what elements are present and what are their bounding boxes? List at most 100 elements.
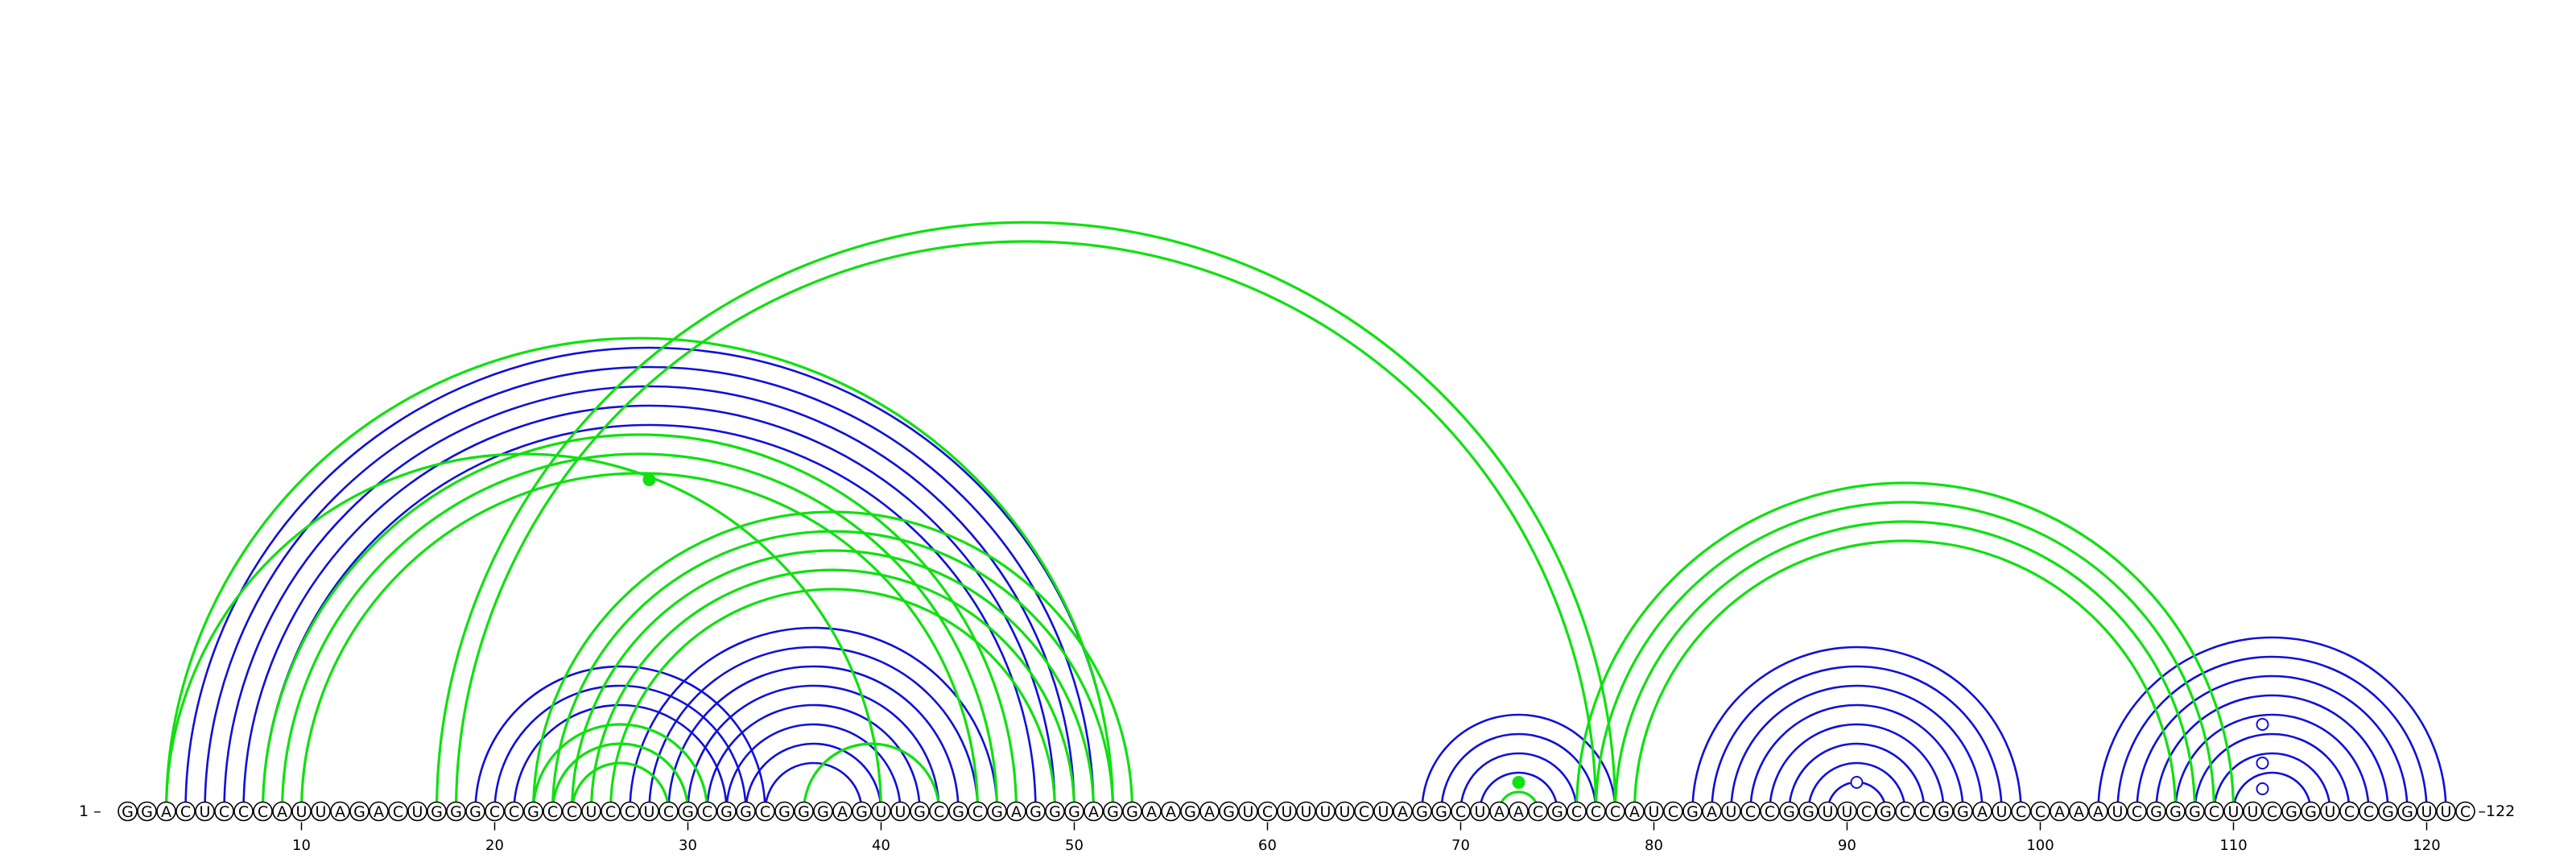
- nucleotide-circle: [929, 801, 949, 822]
- nucleotide-letter: G: [720, 803, 733, 821]
- nucleotide-letter: A: [1494, 803, 1505, 821]
- nucleotide-letter: U: [1282, 803, 1293, 821]
- nucleotide-circle: [2011, 801, 2031, 822]
- nucleotide-letter: A: [1166, 803, 1176, 821]
- nucleotide-circle: [890, 801, 910, 822]
- nucleotide-circle: [1180, 801, 1200, 822]
- nucleotide-circle: [871, 801, 891, 822]
- nucleotide-letter: C: [1861, 803, 1872, 821]
- tick-label: 60: [1258, 837, 1277, 854]
- nucleotide-letter: C: [625, 803, 635, 821]
- structure-b-arc: [531, 723, 709, 812]
- nucleotide-letter: A: [1513, 803, 1524, 821]
- structure-a-arc: [1440, 732, 1597, 812]
- structure-a-arc: [1769, 723, 1945, 812]
- nucleotide-circle: [1760, 801, 1780, 822]
- nucleotide-circle: [2301, 801, 2321, 822]
- filled-marker: [642, 473, 656, 486]
- nucleotide-letter: A: [1088, 803, 1099, 821]
- nucleotide-letter: U: [2112, 803, 2124, 821]
- nucleotide-letter: U: [586, 803, 597, 821]
- structure-a-arc: [2116, 655, 2428, 812]
- nucleotide-circle: [948, 801, 968, 822]
- nucleotide-circle: [1509, 801, 1529, 822]
- nucleotide-circle: [2436, 801, 2456, 822]
- structure-b-arc: [164, 336, 1115, 812]
- nucleotide-letter: C: [2344, 803, 2355, 821]
- nucleotide-letter: C: [972, 803, 983, 821]
- nucleotide-circle: [1605, 801, 1625, 822]
- tick-label: 110: [2219, 837, 2247, 854]
- nucleotide-letter: C: [1455, 803, 1466, 821]
- nucleotide-letter: U: [1475, 803, 1486, 821]
- tick-label: 90: [1838, 837, 1856, 854]
- nucleotide-circle: [137, 801, 157, 822]
- tick-label: 70: [1451, 837, 1470, 854]
- nucleotide-circle: [311, 801, 331, 822]
- nucleotide-letter: C: [1919, 803, 1930, 821]
- structure-a-arc: [2213, 752, 2331, 812]
- nucleotide-circle: [2339, 801, 2359, 822]
- nucleotide-circle: [2107, 801, 2128, 822]
- structure-a-arc: [706, 703, 921, 812]
- nucleotide-circle: [1876, 801, 1896, 822]
- nucleotide-circle: [2185, 801, 2205, 822]
- nucleotide-letter: G: [1938, 803, 1950, 821]
- nucleotide-letter: U: [2248, 803, 2259, 821]
- nucleotide-letter: G: [1802, 803, 1814, 821]
- nucleotide-letter: G: [856, 803, 868, 821]
- tick-label: 40: [872, 837, 890, 854]
- nucleotide-circle: [832, 801, 852, 822]
- nucleotide-circle: [272, 801, 292, 822]
- nucleotide-letter: A: [1204, 803, 1215, 821]
- nucleotide-letter: G: [914, 803, 926, 821]
- nucleotide-circle: [2127, 801, 2147, 822]
- nucleotide-circle: [1721, 801, 1741, 822]
- nucleotide-letter: U: [1320, 803, 1331, 821]
- structure-a-arc: [1730, 684, 1984, 812]
- nucleotide-circle: [1026, 801, 1046, 822]
- structure-a-arc: [2194, 732, 2351, 812]
- nucleotide-circle: [504, 801, 524, 822]
- nucleotide-circle: [1528, 801, 1548, 822]
- nucleotide-circle: [678, 801, 698, 822]
- nucleotide-letter: U: [1301, 803, 1312, 821]
- nucleotide-letter: A: [374, 803, 384, 821]
- nucleotide-circle: [1257, 801, 1278, 822]
- structure-a-arc: [493, 684, 747, 812]
- nucleotide-circle: [1141, 801, 1162, 822]
- nucleotide-letter: U: [1378, 803, 1389, 821]
- nucleotide-letter: G: [798, 803, 810, 821]
- nucleotide-circle: [465, 801, 485, 822]
- structure-a-arc: [184, 346, 1114, 812]
- structure-a-arc: [2097, 636, 2447, 812]
- nucleotide-circle: [330, 801, 350, 822]
- nucleotide-letter: G: [469, 803, 481, 821]
- nucleotide-circle: [794, 801, 814, 822]
- structure-a-arc: [1421, 713, 1616, 812]
- nucleotide-letter: G: [1223, 803, 1235, 821]
- nucleotide-letter: C: [1765, 803, 1775, 821]
- structure-a-arc: [1479, 771, 1558, 812]
- nucleotide-circle: [1238, 801, 1258, 822]
- nucleotide-circle: [1953, 801, 1973, 822]
- nucleotide-letter: G: [353, 803, 365, 821]
- nucleotide-circle: [1567, 801, 1587, 822]
- structure-b-arc: [531, 510, 1134, 812]
- nucleotide-circle: [1296, 801, 1316, 822]
- structure-a-arc: [764, 761, 863, 812]
- nucleotide-letter: C: [2209, 803, 2219, 821]
- nucleotide-circle: [2262, 801, 2282, 822]
- tick-label: 100: [2026, 837, 2054, 854]
- nucleotide-circle: [446, 801, 466, 822]
- nucleotide-letter: G: [2401, 803, 2413, 821]
- nucleotide-letter: A: [1629, 803, 1640, 821]
- nucleotide-letter: U: [1726, 803, 1737, 821]
- tick-label: 20: [485, 837, 504, 854]
- nucleotide-circle: [1354, 801, 1374, 822]
- nucleotide-letter: A: [161, 803, 171, 821]
- nucleotide-circle: [1547, 801, 1567, 822]
- structure-b-arc: [1633, 539, 2178, 812]
- nucleotide-circle: [639, 801, 659, 822]
